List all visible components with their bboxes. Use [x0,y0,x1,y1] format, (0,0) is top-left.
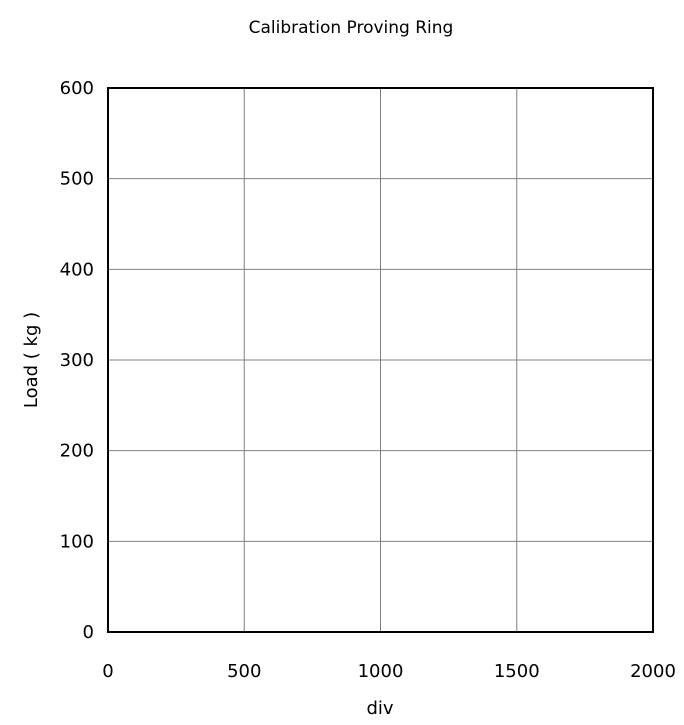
y-tick-label: 100 [60,531,94,552]
y-tick-label: 600 [60,78,94,99]
y-axis-ticks: 0 100 200 300 400 500 600 [60,78,94,643]
x-tick-label: 2000 [630,661,676,682]
x-tick-label: 500 [227,661,261,682]
grid-lines [108,88,653,632]
y-tick-label: 200 [60,441,94,462]
y-tick-label: 300 [60,350,94,371]
plot-frame [107,87,654,633]
y-tick-label: 400 [60,259,94,280]
x-axis-label: div [366,698,393,719]
chart-title: Calibration Proving Ring [249,18,454,38]
x-tick-label: 1000 [358,661,404,682]
x-axis-ticks: 0 500 1000 1500 2000 [102,661,676,682]
y-tick-label: 500 [60,169,94,190]
x-tick-label: 0 [102,661,113,682]
y-axis-label: Load ( kg ) [21,312,42,408]
x-tick-label: 1500 [494,661,540,682]
y-tick-label: 0 [83,622,94,643]
